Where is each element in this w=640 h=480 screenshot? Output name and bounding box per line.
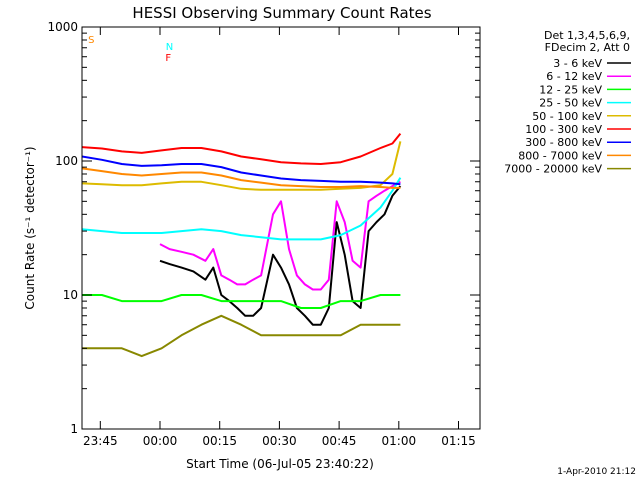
- legend-label-2: 6 - 12 keV: [546, 70, 602, 83]
- data-marks: S NF: [82, 35, 402, 358]
- chart-title: HESSI Observing Summary Count Rates: [132, 4, 431, 22]
- y-tick-label-4: 1: [70, 422, 78, 436]
- x-tick-label-6: 01:00: [382, 434, 417, 448]
- legend-label-8: 800 - 7000 keV: [518, 149, 602, 162]
- x-axis: 23:45 00:00 00:15 00:30 00:45 01:00 01:15: [83, 27, 476, 448]
- series-line-7: [82, 155, 401, 186]
- y-tick-label-1: 1000: [47, 20, 78, 34]
- series-line-1: [159, 185, 402, 326]
- flag-marker-2: N: [166, 42, 173, 53]
- legend-label-7: 300 - 800 keV: [525, 136, 602, 149]
- series-line-8: [82, 167, 401, 189]
- x-tick-label-7: 01:15: [441, 434, 476, 448]
- series-line-4: [82, 177, 402, 241]
- y-tick-label-2: 100: [55, 154, 78, 168]
- legend-label-5: 50 - 100 keV: [532, 110, 602, 123]
- series-line-5: [82, 141, 402, 191]
- series-line-6: [82, 132, 402, 165]
- series-line-2: [159, 180, 401, 291]
- legend-label-4: 25 - 50 keV: [539, 97, 602, 110]
- plot-area: S NF: [81, 26, 481, 430]
- legend: Det 1,3,4,5,6,9, FDecim 2, Att 0 3 - 6 k…: [504, 29, 631, 176]
- x-tick-label-5: 00:45: [322, 434, 357, 448]
- x-tick-label-4: 00:30: [262, 434, 297, 448]
- series-line-3: [82, 294, 401, 309]
- x-tick-label-1: 23:45: [83, 434, 118, 448]
- y-tick-label-3: 10: [63, 288, 78, 302]
- legend-label-9: 7000 - 20000 keV: [504, 163, 602, 176]
- legend-label-6: 100 - 300 keV: [525, 123, 602, 136]
- plot-frame: [81, 26, 481, 430]
- x-tick-label-3: 00:15: [202, 434, 237, 448]
- legend-label-3: 12 - 25 keV: [539, 83, 602, 96]
- footer-timestamp: 1-Apr-2010 21:12: [557, 467, 636, 477]
- legend-header-line-2: FDecim 2, Att 0: [545, 41, 630, 54]
- y-axis: 1000 100 10 1: [47, 20, 480, 436]
- x-tick-label-2: 00:00: [143, 434, 178, 448]
- flag-marker-3: F: [165, 53, 171, 64]
- series-line-9: [82, 314, 401, 358]
- y-axis-label: Count Rate (s⁻¹ detector⁻¹): [23, 146, 37, 309]
- legend-label-1: 3 - 6 keV: [553, 57, 602, 70]
- x-axis-label: Start Time (06-Jul-05 23:40:22): [186, 457, 374, 471]
- flag-marker-1: S: [88, 35, 94, 46]
- legend-header-line-1: Det 1,3,4,5,6,9,: [544, 29, 630, 42]
